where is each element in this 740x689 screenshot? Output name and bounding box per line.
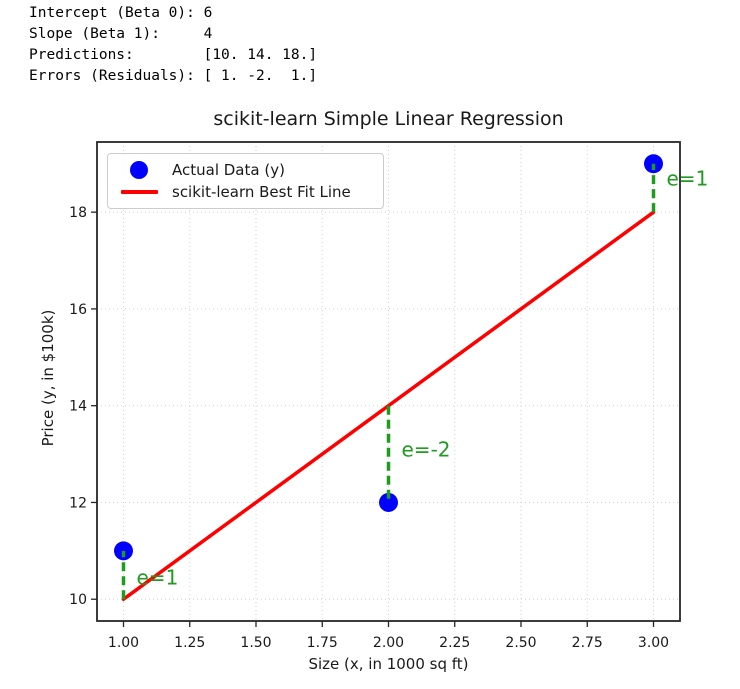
y-tick-label: 12 <box>69 495 87 511</box>
console-line-predictions: Predictions: [10. 14. 18.] <box>29 47 318 63</box>
y-axis-label: Price (y, in $100k) <box>39 309 57 447</box>
legend-circle-marker-icon <box>130 161 148 179</box>
residual-label: e=1 <box>137 566 179 590</box>
x-axis-label: Size (x, in 1000 sq ft) <box>308 655 469 673</box>
x-tick-label: 2.25 <box>439 635 470 651</box>
x-tick-label: 1.50 <box>240 635 271 651</box>
x-tick-label: 2.75 <box>572 635 603 651</box>
chart-title: scikit-learn Simple Linear Regression <box>213 108 564 130</box>
residual-label: e=-2 <box>402 437 451 461</box>
legend-entry-actual-data: Actual Data (y) <box>116 159 375 181</box>
x-tick-label: 3.00 <box>638 635 669 651</box>
x-tick-label: 1.25 <box>174 635 205 651</box>
data-point <box>379 492 398 512</box>
x-tick-label: 2.00 <box>373 635 404 651</box>
console-line-errors: Errors (Residuals): [ 1. -2. 1.] <box>29 68 318 84</box>
axes-spine <box>96 141 681 622</box>
legend-label-actual-data: Actual Data (y) <box>172 161 285 179</box>
y-tick-label: 18 <box>69 205 87 221</box>
y-tick-label: 14 <box>69 399 87 415</box>
x-tick-label: 1.75 <box>307 635 338 651</box>
console-line-intercept: Intercept (Beta 0): 6 <box>29 5 213 21</box>
console-line-slope: Slope (Beta 1): 4 <box>29 26 213 42</box>
legend-line-marker-icon <box>120 190 158 194</box>
legend: Actual Data (y) scikit-learn Best Fit Li… <box>107 153 384 209</box>
residual-label: e=1 <box>667 167 709 191</box>
plot-area: 1.00 1.25 1.50 1.75 2.00 2.25 2.50 2.75 3.00 10 12… <box>69 141 709 651</box>
x-tick-label: 2.50 <box>505 635 536 651</box>
y-tick-label: 16 <box>69 302 87 318</box>
console-output: Intercept (Beta 0): 6 Slope (Beta 1): 4 Pr… <box>29 3 317 87</box>
y-tick-label: 10 <box>69 592 87 608</box>
legend-entry-best-fit-line: scikit-learn Best Fit Line <box>116 181 375 203</box>
x-tick-label: 1.00 <box>108 635 139 651</box>
legend-marker-cell <box>116 161 162 179</box>
legend-marker-cell <box>116 190 162 194</box>
legend-label-best-fit-line: scikit-learn Best Fit Line <box>172 183 351 201</box>
